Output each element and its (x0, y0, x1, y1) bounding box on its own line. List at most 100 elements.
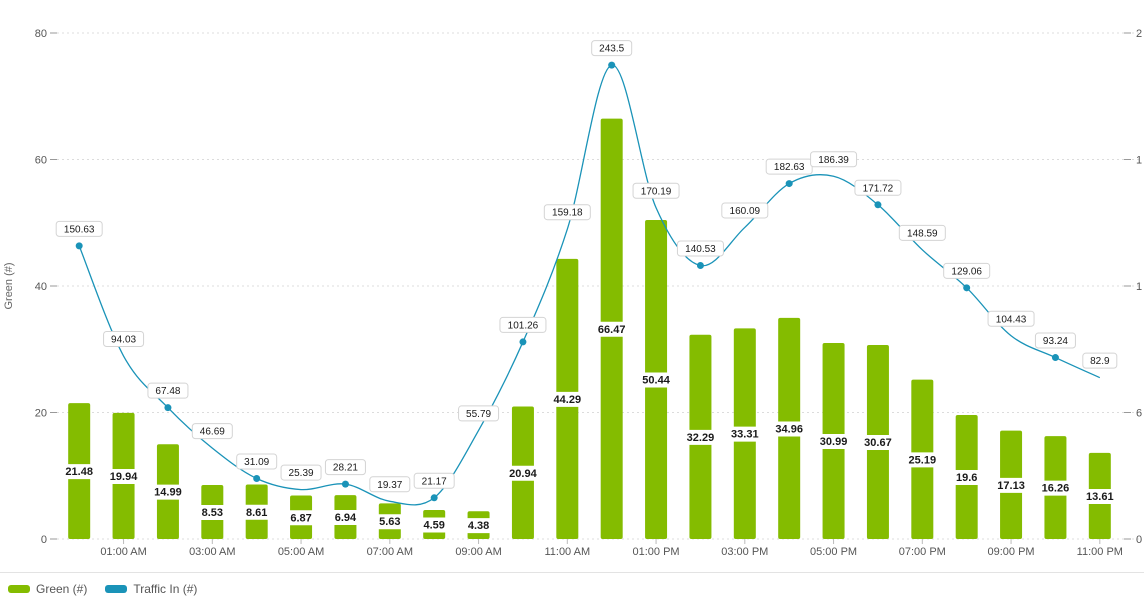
legend-divider (0, 572, 1144, 573)
bar-label-bg (417, 517, 451, 533)
line-label: 150.63 (64, 224, 95, 235)
bar-label-bg (148, 484, 188, 500)
line-label-box (943, 262, 991, 279)
y-tick-label: 60 (35, 155, 47, 167)
line-label: 243.5 (599, 44, 624, 55)
bar-label: 30.99 (820, 436, 848, 448)
x-tick-label: 11:00 AM (544, 546, 590, 558)
line-label: 160.09 (730, 206, 761, 217)
line-label: 25.39 (289, 468, 314, 479)
bar-label-bg (547, 391, 587, 407)
traffic-in-point (963, 284, 971, 292)
line-label: 28.21 (333, 463, 358, 474)
x-tick-label: 11:00 PM (1077, 546, 1123, 558)
bar-label-bg (814, 433, 854, 449)
line-label: 148.59 (907, 228, 938, 239)
bar-label: 20.94 (509, 468, 537, 480)
bar-label-bg (1035, 480, 1075, 496)
x-tick-label: 05:00 PM (810, 546, 857, 558)
bar-label-bg (1080, 488, 1120, 504)
line-label: 55.79 (466, 409, 491, 420)
traffic-in-point (164, 404, 172, 412)
bar-label-bg (950, 470, 983, 486)
y2-tick-label: 2 (1136, 28, 1142, 40)
bar-label-bg (462, 518, 495, 534)
y-tick-label: 40 (35, 281, 47, 293)
line-label-box (721, 202, 769, 219)
bar-label: 5.63 (379, 516, 400, 528)
traffic-in-point (874, 201, 882, 209)
y2-tick-label: 1 (1136, 155, 1142, 167)
traffic-in-point (1051, 354, 1059, 362)
bar-label: 19.6 (956, 472, 977, 484)
line-label-box (1082, 352, 1118, 369)
bar-label-bg (636, 372, 676, 388)
line-label: 19.37 (377, 480, 402, 491)
legend: Green (#) Traffic In (#) (8, 582, 197, 596)
bar-label: 17.13 (997, 480, 1025, 492)
line-label-box (854, 179, 902, 196)
bar-label: 14.99 (154, 487, 182, 499)
traffic-in-point (430, 494, 438, 502)
bar-label-bg (769, 421, 809, 437)
x-tick-label: 01:00 PM (633, 546, 680, 558)
legend-swatch-green (8, 585, 30, 593)
bar-label-bg (329, 510, 362, 526)
bar-label-bg (680, 429, 720, 445)
x-tick-label: 09:00 PM (988, 546, 1035, 558)
line-label: 94.03 (111, 335, 136, 346)
traffic-in-point (608, 61, 616, 69)
bar-label-bg (284, 510, 318, 526)
bar-label: 33.31 (731, 429, 759, 441)
traffic-in-point (519, 338, 527, 346)
line-label-box (280, 464, 322, 481)
line-label-box (324, 459, 366, 476)
bar-label: 19.94 (110, 471, 138, 483)
line-label-box (236, 453, 278, 470)
y2-tick-label: 1 (1136, 281, 1142, 293)
bar-label-bg (59, 464, 99, 480)
line-label: 140.53 (685, 244, 716, 255)
traffic-in-point (253, 474, 261, 482)
legend-swatch-traffic-in (105, 585, 128, 593)
bar-label: 4.38 (468, 520, 489, 532)
bar-label: 50.44 (642, 374, 670, 386)
y2-tick-label: 6 (1136, 408, 1142, 420)
bar-label: 30.67 (864, 437, 892, 449)
bar-label: 8.61 (246, 507, 267, 519)
bar-label: 25.19 (909, 454, 937, 466)
legend-item-traffic-in[interactable]: Traffic In (#) (105, 582, 197, 596)
line-label: 101.26 (508, 320, 539, 331)
line-label-box (55, 220, 103, 237)
line-label-box (369, 476, 411, 493)
line-label-box (191, 423, 233, 440)
x-tick-label: 03:00 PM (721, 546, 768, 558)
y-axis-title: Green (#) (3, 262, 15, 309)
bar-label-bg (240, 504, 273, 520)
line-label: 171.72 (863, 183, 894, 194)
line-label-box (676, 240, 724, 257)
legend-label-traffic-in: Traffic In (#) (133, 582, 198, 596)
y-tick-label: 0 (41, 534, 47, 546)
traffic-in-point (75, 242, 83, 250)
legend-item-green[interactable]: Green (#) (8, 582, 87, 596)
bar-label: 44.29 (554, 394, 582, 406)
bar-label: 4.59 (423, 519, 444, 531)
legend-label-green: Green (#) (36, 582, 88, 596)
bar-label-bg (991, 477, 1031, 493)
line-label: 182.63 (774, 162, 805, 173)
y2-tick-label: 0 (1136, 534, 1142, 546)
bar-label: 32.29 (687, 432, 715, 444)
line-label: 46.69 (200, 427, 225, 438)
line-label-box (591, 40, 633, 57)
x-tick-label: 01:00 AM (100, 546, 146, 558)
bar-label: 13.61 (1086, 491, 1114, 503)
combo-chart: 0 20 40 60 80 0 6 1 1 2 Green (#) 01:00 AM 03:00 AM 0… (3, 28, 1142, 558)
line-label-box (147, 382, 189, 399)
bar-label-bg (592, 321, 632, 337)
bar-label: 16.26 (1042, 483, 1070, 495)
bar-label-bg (104, 468, 144, 484)
bar-label-bg (373, 514, 407, 530)
line-label-box (1034, 332, 1076, 349)
line-label-box (458, 405, 500, 422)
